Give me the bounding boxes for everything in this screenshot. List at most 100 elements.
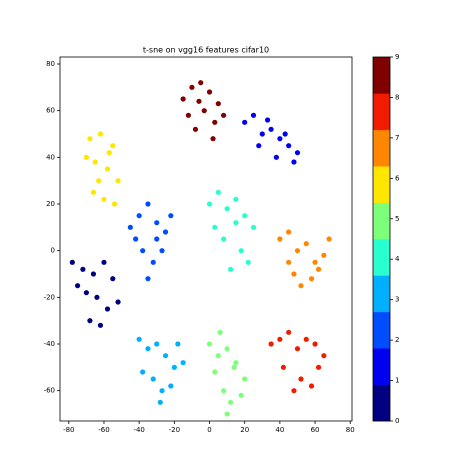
- point: [215, 353, 221, 359]
- point: [96, 178, 102, 184]
- y-tick-label: 80: [46, 60, 55, 68]
- point: [294, 150, 301, 156]
- point: [224, 346, 230, 352]
- point: [80, 266, 86, 272]
- point: [104, 166, 111, 172]
- colorbar-bin: [373, 348, 390, 385]
- point: [192, 126, 199, 132]
- point: [233, 220, 239, 226]
- colorbar-bin: [373, 275, 390, 313]
- point: [198, 80, 204, 86]
- point: [321, 252, 327, 258]
- point: [154, 341, 160, 347]
- point: [242, 376, 248, 382]
- colorbar-bin: [373, 384, 390, 422]
- point: [115, 178, 121, 184]
- colorbar-tick-label: 7: [395, 134, 399, 142]
- point: [238, 248, 244, 254]
- point: [286, 143, 292, 149]
- point: [127, 224, 133, 230]
- point: [159, 388, 165, 394]
- colorbar-tick-label: 2: [395, 336, 399, 344]
- point: [87, 136, 93, 142]
- point: [196, 98, 202, 104]
- point: [212, 369, 218, 375]
- x-tick-label: 80: [346, 426, 355, 434]
- point: [291, 388, 297, 394]
- plot-frame: [59, 56, 353, 422]
- point: [168, 213, 174, 219]
- colorbar-tick-label: 6: [395, 174, 400, 182]
- point: [74, 283, 81, 289]
- point: [145, 201, 151, 207]
- point: [233, 196, 239, 202]
- point: [233, 360, 239, 366]
- colorbar-tick-label: 4: [395, 255, 400, 263]
- y-tick-label: -60: [44, 387, 55, 395]
- point: [97, 131, 104, 137]
- point: [277, 236, 283, 242]
- y-tick-label: -40: [44, 340, 55, 348]
- point: [101, 196, 107, 202]
- point: [308, 276, 315, 282]
- point: [171, 364, 177, 370]
- point: [97, 322, 104, 328]
- point: [264, 117, 271, 123]
- colorbar-frame: [372, 56, 391, 422]
- x-tick-label: 60: [311, 426, 320, 434]
- x-tick-label: 0: [207, 426, 211, 434]
- point: [268, 126, 274, 132]
- point: [140, 369, 146, 375]
- point: [256, 143, 262, 149]
- y-tick-label: 40: [46, 153, 55, 161]
- colorbar-bin: [373, 93, 390, 131]
- x-tick-label: -20: [169, 426, 180, 434]
- point: [157, 399, 163, 405]
- colorbar-tick-label: 9: [395, 53, 399, 61]
- colorbar-tick-label: 3: [395, 296, 399, 304]
- x-tick-label: 20: [240, 426, 249, 434]
- point: [145, 276, 151, 282]
- point: [110, 276, 116, 282]
- point: [315, 266, 322, 272]
- point: [298, 376, 304, 382]
- x-tick-label: -40: [133, 426, 144, 434]
- point: [101, 259, 107, 265]
- colorbar-bin: [373, 57, 390, 94]
- point: [228, 399, 234, 405]
- point: [242, 213, 248, 219]
- point: [312, 259, 318, 265]
- point: [294, 248, 301, 254]
- point: [321, 353, 327, 359]
- point: [215, 189, 221, 195]
- point: [180, 360, 186, 366]
- point: [242, 119, 248, 125]
- point: [90, 189, 97, 195]
- point: [140, 248, 146, 254]
- point: [277, 136, 283, 142]
- point: [94, 294, 100, 300]
- colorbar-tick-label: 1: [395, 377, 399, 385]
- point: [298, 283, 304, 289]
- point: [206, 341, 213, 347]
- point: [308, 383, 315, 389]
- point: [215, 101, 221, 107]
- point: [159, 248, 165, 254]
- point: [273, 154, 279, 160]
- point: [150, 259, 156, 265]
- point: [286, 229, 292, 235]
- chart-title: t-sne on vgg16 features cifar10: [143, 46, 269, 55]
- point: [277, 336, 283, 342]
- point: [250, 224, 257, 230]
- y-tick-label: 20: [46, 200, 55, 208]
- point: [150, 376, 156, 382]
- point: [206, 89, 213, 95]
- point: [168, 383, 174, 389]
- point: [220, 112, 227, 118]
- point: [136, 213, 142, 219]
- point: [280, 364, 286, 370]
- point: [212, 119, 218, 125]
- y-tick-label: -20: [44, 293, 55, 301]
